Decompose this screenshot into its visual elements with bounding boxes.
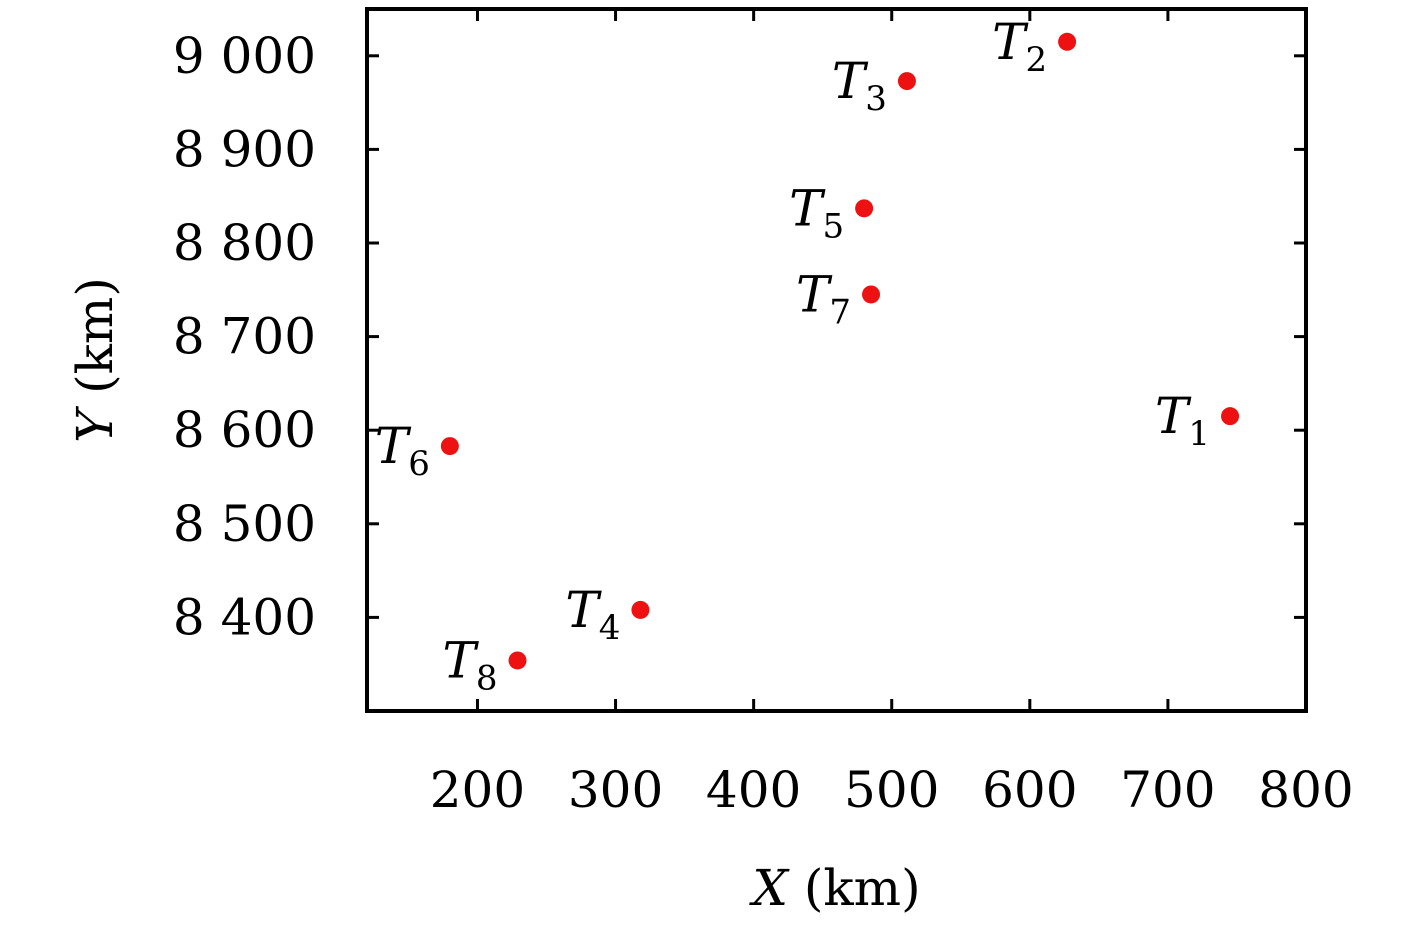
- x-axis-variable: X: [748, 859, 790, 917]
- axis-ticks: [367, 9, 1308, 711]
- y-axis-label: Y (km): [66, 277, 124, 443]
- point-label-name: T: [832, 52, 869, 110]
- point-label: T8: [443, 631, 498, 698]
- point-label-name: T: [375, 417, 412, 475]
- y-tick-label: 8 800: [173, 214, 316, 272]
- point-label: T1: [1155, 387, 1210, 454]
- data-point: [1221, 407, 1240, 426]
- data-point: [855, 199, 874, 218]
- x-tick-labels: 200 300 400 500 600 700 800: [430, 761, 1354, 819]
- point-label-name: T: [565, 581, 602, 639]
- x-axis-unit: (km): [788, 859, 921, 917]
- point-label-subscript: 5: [822, 206, 844, 246]
- x-tick-label: 600: [982, 761, 1077, 819]
- point-label-name: T: [1155, 387, 1192, 445]
- point-label-subscript: 6: [408, 444, 430, 484]
- point-label-subscript: 3: [865, 79, 887, 119]
- x-tick-label: 200: [430, 761, 525, 819]
- point-label-name: T: [789, 179, 826, 237]
- y-axis-unit: (km): [66, 277, 124, 410]
- point-label: T7: [796, 265, 851, 332]
- point-label: T5: [789, 179, 844, 246]
- y-tick-label: 9 000: [173, 27, 316, 85]
- point-label-subscript: 4: [599, 608, 621, 648]
- y-axis-variable: Y: [66, 406, 124, 443]
- data-point: [1058, 32, 1077, 51]
- point-label-subscript: 7: [829, 292, 851, 332]
- x-tick-label: 700: [1120, 761, 1215, 819]
- point-label-subscript: 1: [1188, 414, 1210, 454]
- point-label: T4: [565, 581, 620, 648]
- x-tick-label: 300: [568, 761, 663, 819]
- point-label: T6: [375, 417, 430, 484]
- point-label: T2: [992, 13, 1047, 80]
- y-tick-label: 8 700: [173, 308, 316, 366]
- data-point: [440, 437, 459, 456]
- y-tick-labels: 8 400 8 500 8 600 8 700 8 800 8 900 9 000: [173, 27, 316, 647]
- data-point: [508, 651, 527, 670]
- y-tick-label: 8 400: [173, 588, 316, 646]
- y-tick-label: 8 500: [173, 495, 316, 553]
- point-label-subscript: 2: [1025, 40, 1047, 80]
- x-tick-label: 500: [844, 761, 939, 819]
- point-label-name: T: [443, 631, 480, 689]
- point-label: T3: [832, 52, 887, 119]
- x-tick-label: 800: [1258, 761, 1353, 819]
- point-label-name: T: [796, 265, 833, 323]
- data-point: [862, 285, 881, 304]
- plot-frame: [365, 7, 1308, 713]
- data-point: [631, 600, 650, 619]
- point-label-name: T: [992, 13, 1029, 71]
- y-tick-label: 8 600: [173, 401, 316, 459]
- point-label-subscript: 8: [476, 658, 498, 698]
- y-tick-label: 8 900: [173, 120, 316, 178]
- data-point: [897, 72, 916, 91]
- x-axis-label: X (km): [748, 859, 920, 917]
- x-tick-label: 400: [706, 761, 801, 819]
